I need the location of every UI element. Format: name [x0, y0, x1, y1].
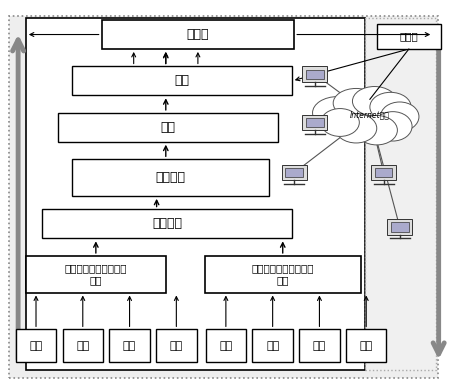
Bar: [285, 168, 302, 177]
Bar: [62, 329, 103, 362]
Bar: [58, 113, 278, 142]
Bar: [72, 66, 291, 95]
Text: 生产: 生产: [312, 341, 325, 351]
Ellipse shape: [312, 97, 362, 129]
Bar: [101, 20, 294, 49]
Bar: [299, 329, 339, 362]
Text: 生产: 生产: [29, 341, 43, 351]
Bar: [305, 118, 323, 127]
Bar: [302, 66, 327, 82]
Text: 生产: 生产: [359, 341, 372, 351]
Bar: [370, 165, 395, 180]
Bar: [42, 210, 291, 239]
Bar: [374, 168, 392, 177]
Text: 加工: 加工: [160, 121, 175, 134]
Bar: [109, 329, 150, 362]
Ellipse shape: [332, 88, 378, 118]
Text: 生产: 生产: [265, 341, 279, 351]
Bar: [386, 219, 411, 235]
Ellipse shape: [380, 102, 418, 132]
Bar: [252, 329, 292, 362]
Text: Internet网络: Internet网络: [349, 110, 389, 119]
Bar: [205, 329, 246, 362]
Text: 地区级的粮食管理部门
仓库: 地区级的粮食管理部门 仓库: [251, 263, 313, 285]
Bar: [364, 18, 436, 370]
Text: 生产: 生产: [169, 341, 183, 351]
Bar: [26, 256, 165, 293]
Text: 生产: 生产: [219, 341, 232, 351]
Text: 国家粮库: 国家粮库: [155, 171, 185, 184]
Text: 生产: 生产: [123, 341, 136, 351]
Ellipse shape: [320, 109, 358, 137]
Ellipse shape: [355, 116, 397, 145]
Text: 生产: 生产: [76, 341, 89, 351]
Text: 地区级的粮食管理部门
仓库: 地区级的粮食管理部门 仓库: [64, 263, 127, 285]
Bar: [345, 329, 386, 362]
Bar: [72, 159, 269, 196]
Bar: [16, 329, 56, 362]
Text: 消费者: 消费者: [398, 31, 417, 42]
Ellipse shape: [352, 87, 396, 116]
Ellipse shape: [369, 92, 410, 122]
Text: 消费者: 消费者: [186, 28, 209, 41]
Bar: [376, 24, 440, 49]
Bar: [156, 329, 196, 362]
Bar: [305, 69, 323, 79]
Bar: [390, 222, 408, 232]
Ellipse shape: [335, 114, 376, 143]
Bar: [302, 115, 327, 130]
Ellipse shape: [373, 112, 411, 141]
Bar: [26, 18, 364, 370]
Text: 销售: 销售: [174, 74, 189, 87]
Bar: [281, 165, 306, 180]
Bar: [204, 256, 360, 293]
Text: 省级粮库: 省级粮库: [151, 217, 182, 230]
